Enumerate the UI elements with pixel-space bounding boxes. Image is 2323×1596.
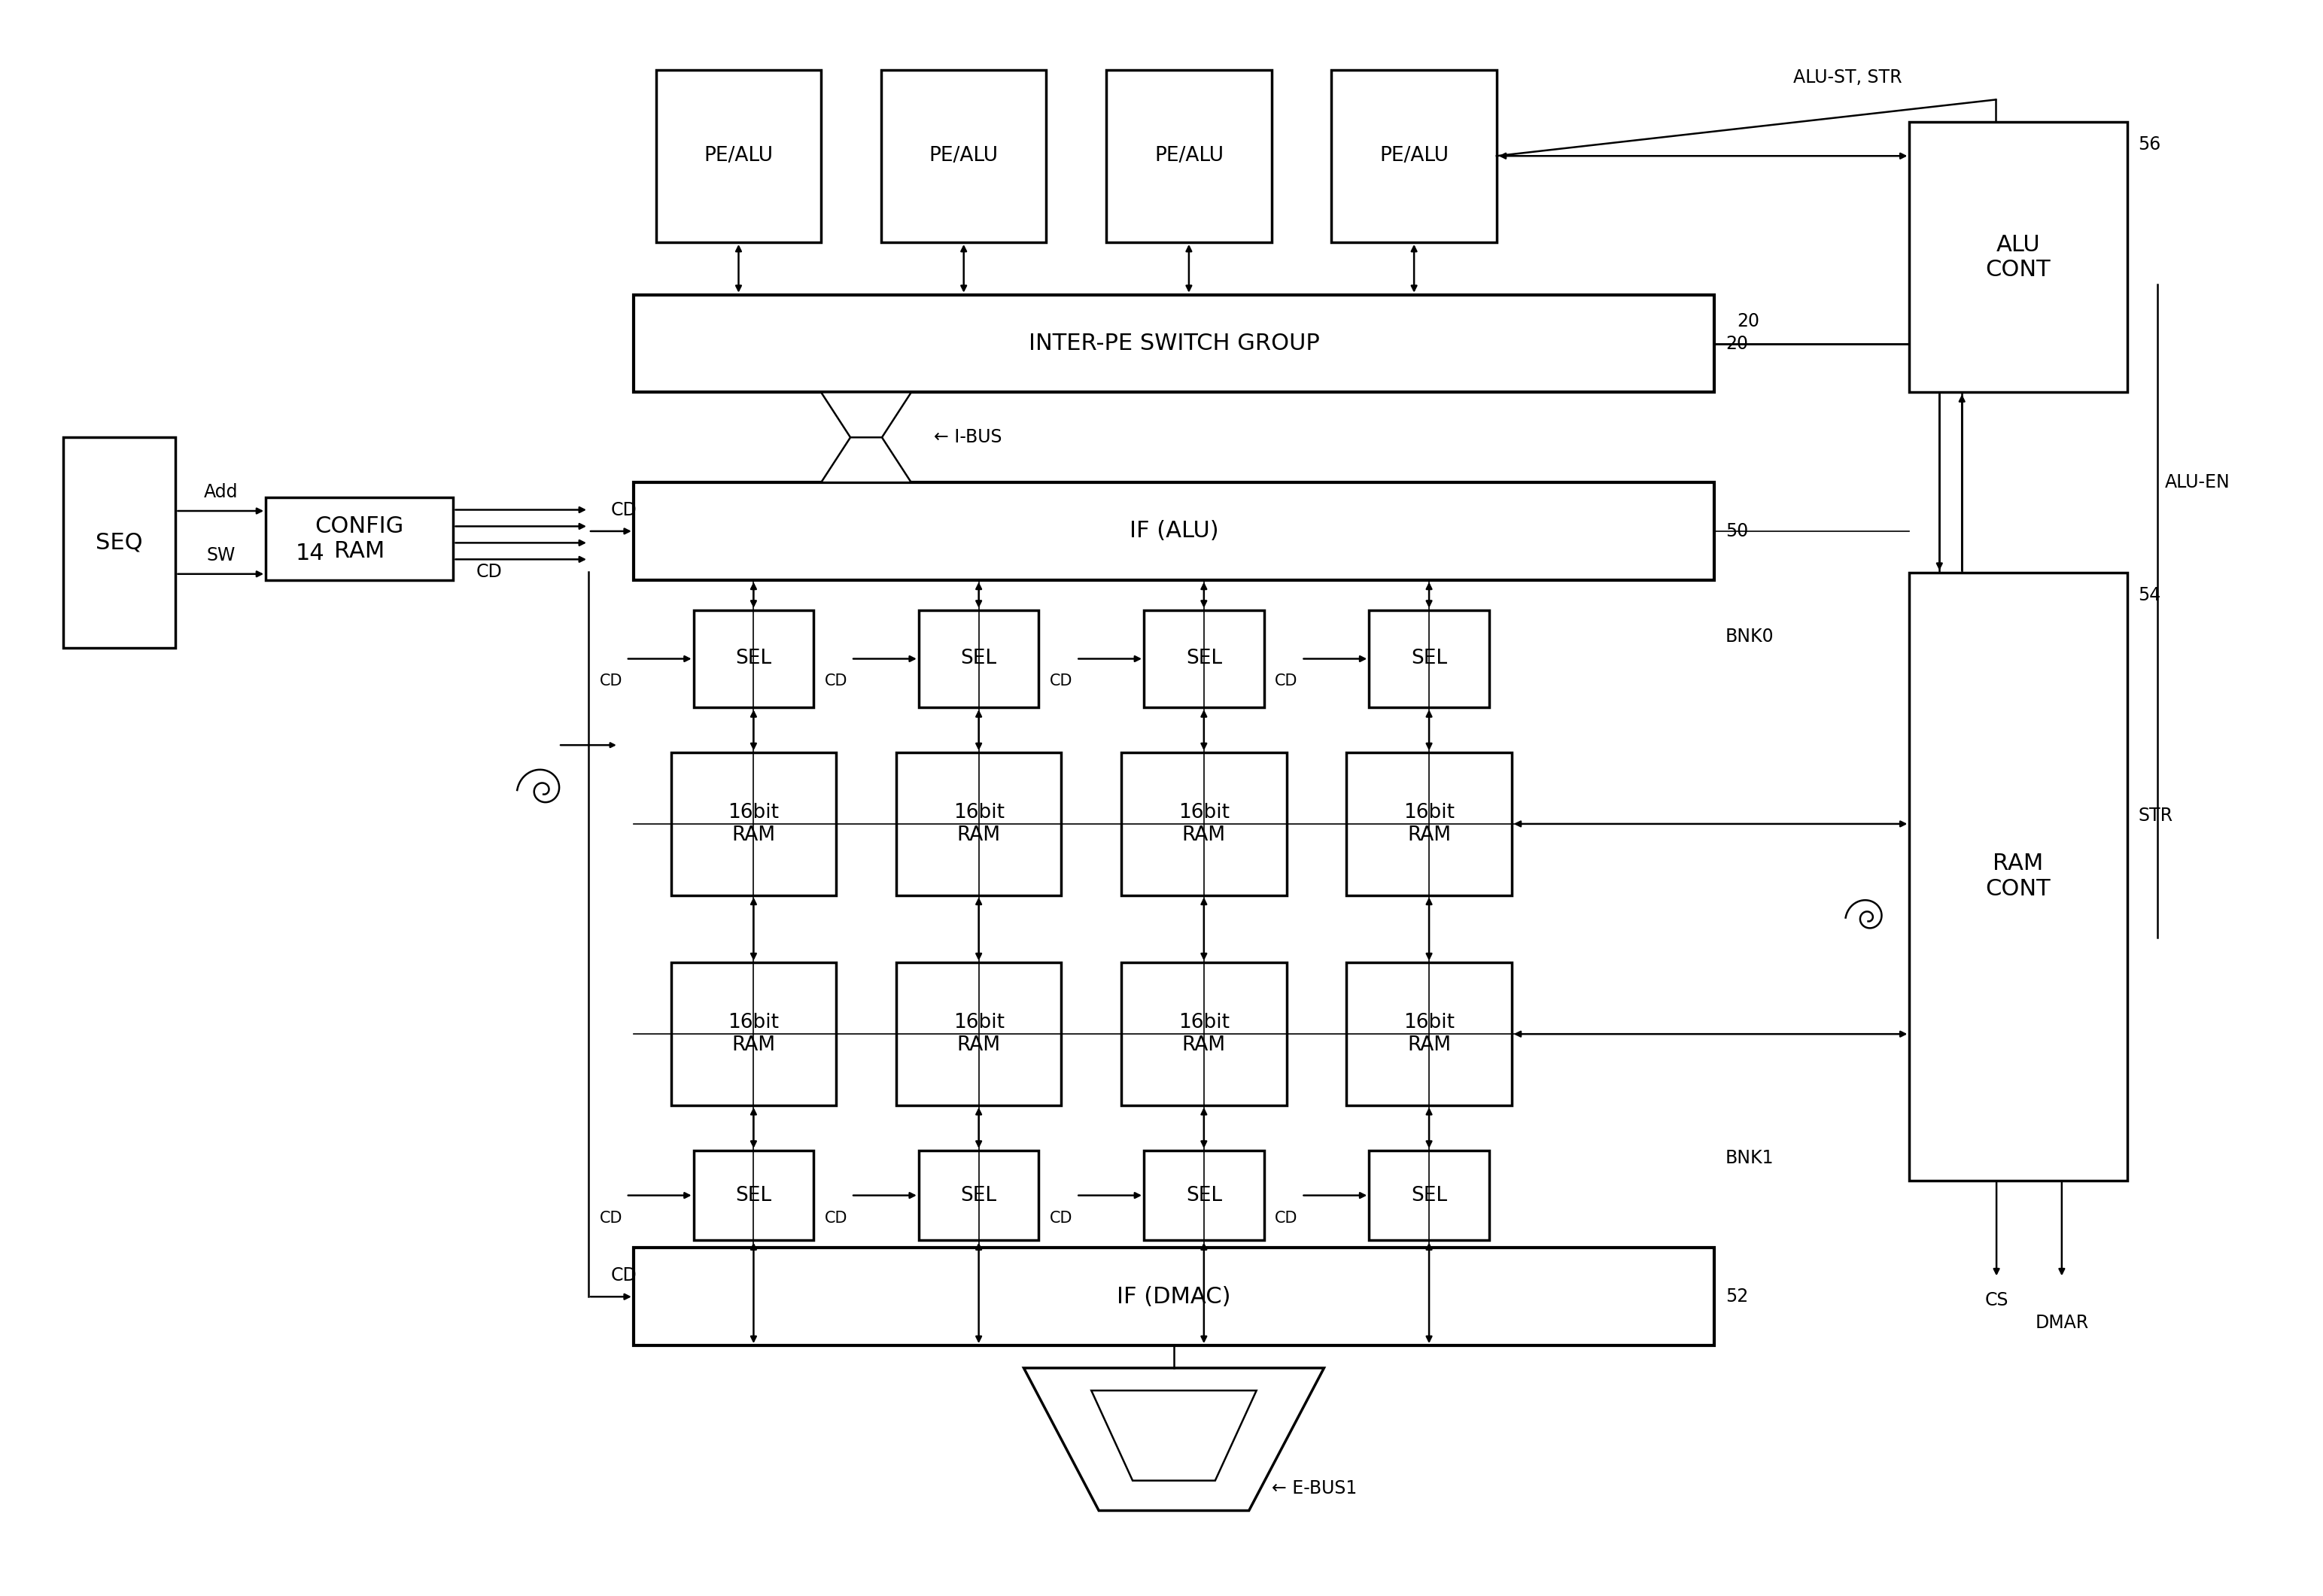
- Polygon shape: [1024, 1368, 1324, 1510]
- Text: ← E-BUS1: ← E-BUS1: [1271, 1479, 1357, 1497]
- Text: CD: CD: [599, 1210, 623, 1226]
- Text: STR: STR: [2139, 806, 2172, 825]
- Text: RAM
CONT: RAM CONT: [1986, 852, 2051, 900]
- Text: PE/ALU: PE/ALU: [929, 147, 999, 166]
- Text: SEL: SEL: [736, 650, 771, 669]
- Bar: [918, 1151, 1038, 1240]
- Polygon shape: [820, 437, 911, 482]
- Bar: [897, 753, 1062, 895]
- Text: CD: CD: [476, 563, 502, 581]
- Bar: [634, 1248, 1714, 1345]
- Text: 20: 20: [1738, 313, 1759, 330]
- Bar: [634, 482, 1714, 579]
- Text: SEL: SEL: [1410, 650, 1447, 669]
- Text: 16bit
RAM: 16bit RAM: [952, 1013, 1004, 1055]
- Text: ALU-EN: ALU-EN: [2165, 474, 2230, 492]
- Text: Add: Add: [204, 484, 237, 501]
- Text: CD: CD: [1050, 1210, 1073, 1226]
- Text: CS: CS: [1984, 1291, 2009, 1309]
- Text: CONFIG
RAM: CONFIG RAM: [316, 516, 404, 562]
- Text: PE/ALU: PE/ALU: [704, 147, 774, 166]
- Bar: [1143, 610, 1264, 707]
- Text: ALU
CONT: ALU CONT: [1986, 233, 2051, 281]
- Text: INTER-PE SWITCH GROUP: INTER-PE SWITCH GROUP: [1029, 332, 1319, 354]
- Text: DMAR: DMAR: [2035, 1314, 2088, 1333]
- Bar: [1910, 573, 2128, 1181]
- Bar: [655, 70, 820, 243]
- Text: SEL: SEL: [962, 650, 997, 669]
- Text: BNK0: BNK0: [1726, 627, 1775, 645]
- Bar: [1122, 753, 1287, 895]
- Text: 20: 20: [1726, 335, 1749, 353]
- Text: SEL: SEL: [962, 1186, 997, 1205]
- Bar: [1331, 70, 1496, 243]
- Bar: [918, 610, 1038, 707]
- Text: 52: 52: [1726, 1288, 1749, 1306]
- Text: SEL: SEL: [736, 1186, 771, 1205]
- Bar: [897, 962, 1062, 1106]
- Text: CD: CD: [825, 674, 848, 689]
- Bar: [63, 437, 177, 648]
- Text: SEQ: SEQ: [95, 531, 144, 554]
- Bar: [1368, 610, 1489, 707]
- Text: SW: SW: [207, 546, 235, 565]
- Text: 16bit
RAM: 16bit RAM: [727, 803, 778, 844]
- Text: 54: 54: [2139, 586, 2160, 603]
- Text: 16bit
RAM: 16bit RAM: [727, 1013, 778, 1055]
- Bar: [1910, 123, 2128, 393]
- Text: 50: 50: [1726, 522, 1749, 539]
- Text: 56: 56: [2139, 136, 2160, 153]
- Text: CD: CD: [1275, 1210, 1299, 1226]
- Bar: [695, 1151, 813, 1240]
- Text: SEL: SEL: [1410, 1186, 1447, 1205]
- Text: 16bit
RAM: 16bit RAM: [1403, 1013, 1454, 1055]
- Text: 16bit
RAM: 16bit RAM: [1403, 803, 1454, 844]
- Text: PE/ALU: PE/ALU: [1380, 147, 1450, 166]
- Text: IF (ALU): IF (ALU): [1129, 520, 1220, 543]
- Bar: [671, 753, 836, 895]
- Text: 16bit
RAM: 16bit RAM: [1178, 1013, 1229, 1055]
- Text: CD: CD: [1050, 674, 1073, 689]
- Text: PE/ALU: PE/ALU: [1155, 147, 1224, 166]
- Bar: [1368, 1151, 1489, 1240]
- Bar: [265, 498, 453, 579]
- Bar: [695, 610, 813, 707]
- Bar: [1106, 70, 1271, 243]
- Bar: [634, 295, 1714, 393]
- Text: 16bit
RAM: 16bit RAM: [1178, 803, 1229, 844]
- Text: CD: CD: [825, 1210, 848, 1226]
- Text: CD: CD: [599, 674, 623, 689]
- Polygon shape: [1092, 1390, 1257, 1481]
- Text: CD: CD: [1275, 674, 1299, 689]
- Text: ← I-BUS: ← I-BUS: [934, 428, 1001, 447]
- Text: BNK1: BNK1: [1726, 1149, 1775, 1167]
- Text: SEL: SEL: [1185, 1186, 1222, 1205]
- Text: IF (DMAC): IF (DMAC): [1117, 1286, 1231, 1307]
- Bar: [1347, 753, 1512, 895]
- Text: 14: 14: [295, 543, 325, 565]
- Bar: [1122, 962, 1287, 1106]
- Bar: [671, 962, 836, 1106]
- Polygon shape: [820, 393, 911, 437]
- Bar: [1347, 962, 1512, 1106]
- Bar: [1143, 1151, 1264, 1240]
- Bar: [880, 70, 1045, 243]
- Text: ALU-ST, STR: ALU-ST, STR: [1793, 69, 1903, 86]
- Text: CD: CD: [611, 1267, 637, 1285]
- Text: CD: CD: [611, 501, 637, 519]
- Text: 16bit
RAM: 16bit RAM: [952, 803, 1004, 844]
- Text: SEL: SEL: [1185, 650, 1222, 669]
